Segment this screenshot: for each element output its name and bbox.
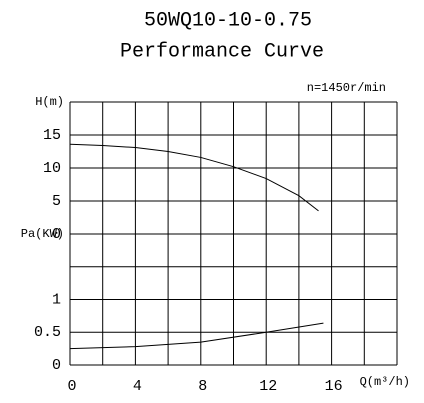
y-tick-label: 0 <box>52 226 61 243</box>
y-tick-label: 15 <box>43 127 61 144</box>
y-tick-label: 10 <box>43 160 61 177</box>
x-tick-label: 4 <box>133 378 142 395</box>
x-tick-label: 8 <box>198 378 207 395</box>
y-tick-label: 5 <box>52 193 61 210</box>
x-axis-label: Q(m³/h) <box>360 375 410 389</box>
y-tick-label: 1 <box>52 291 61 308</box>
x-tick-label: 12 <box>259 378 277 395</box>
y-tick-label: 0.5 <box>34 324 61 341</box>
curve <box>69 143 319 212</box>
chart-title: 50WQ10-10-0.75 <box>144 9 312 32</box>
annotation: n=1450r/min <box>307 81 386 95</box>
curve <box>69 322 324 350</box>
x-tick-label: 0 <box>67 378 76 395</box>
x-tick-label: 16 <box>325 378 343 395</box>
y-axis-label: Pa(KW) <box>21 227 64 241</box>
y-tick-label: 0 <box>52 357 61 374</box>
chart-subtitle: Performance Curve <box>120 40 324 63</box>
y-axis-label: H(m) <box>35 95 64 109</box>
